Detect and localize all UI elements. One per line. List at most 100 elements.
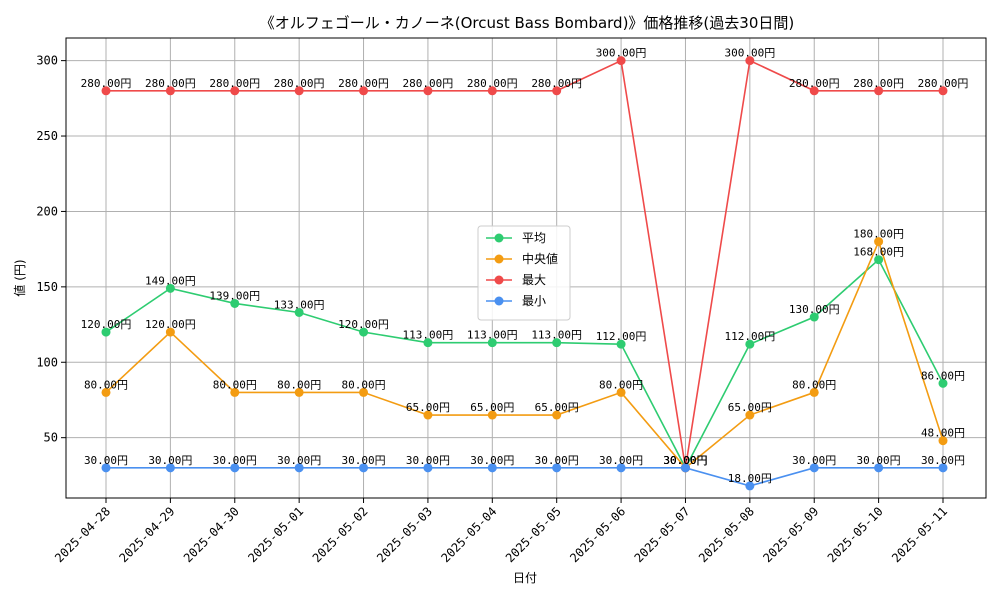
data-label: 30.00円 [663, 454, 707, 467]
data-label: 113.00円 [467, 329, 518, 342]
data-point [359, 86, 369, 96]
data-label: 30.00円 [857, 454, 901, 467]
data-label: 280.00円 [467, 77, 518, 90]
legend-item-3: 最小 [486, 294, 546, 308]
data-label: 113.00円 [403, 329, 454, 342]
chart-title: 《オルフェゴール・カノーネ(Orcust Bass Bombard)》価格推移(… [260, 14, 794, 32]
data-point [809, 387, 819, 397]
legend-label: 平均 [522, 231, 546, 245]
data-point [745, 481, 755, 491]
data-label: 30.00円 [470, 454, 514, 467]
data-point [874, 255, 884, 265]
legend-box [477, 225, 571, 321]
data-label: 30.00円 [599, 454, 643, 467]
series-line [106, 59, 943, 468]
data-point [487, 86, 497, 96]
data-label: 30.00円 [663, 454, 707, 467]
x-tick-label: 2025-04-28 [52, 504, 113, 565]
y-axis-ticks: 50 100 150 200 250 300 [36, 54, 66, 445]
data-labels: 120.00円 149.00円 139.00円 133.00円 120.00円 113.0… [81, 47, 969, 485]
data-label: 113.00円 [531, 329, 582, 342]
data-label: 280.00円 [274, 77, 325, 90]
x-tick-label: 2025-04-29 [117, 504, 178, 565]
data-label: 80.00円 [84, 378, 128, 391]
series-2 [101, 56, 948, 473]
data-point [938, 436, 948, 446]
data-point [423, 410, 433, 420]
data-label: 280.00円 [81, 77, 132, 90]
x-tick-label: 2025-05-01 [245, 504, 306, 565]
series-3 [101, 463, 948, 491]
data-label: 120.00円 [81, 318, 132, 331]
data-point [616, 387, 626, 397]
data-point [938, 86, 948, 96]
legend-item-0: 平均 [486, 231, 546, 245]
data-point [874, 86, 884, 96]
data-point [552, 338, 562, 348]
data-label: 149.00円 [145, 274, 196, 287]
data-point [101, 327, 111, 337]
data-point [809, 312, 819, 322]
legend-item-2: 最大 [486, 273, 546, 287]
x-tick-label: 2025-05-03 [374, 504, 435, 565]
y-tick-label: 100 [36, 355, 58, 369]
data-label: 180.00円 [853, 228, 904, 241]
data-label: 30.00円 [663, 454, 707, 467]
data-point [745, 339, 755, 349]
x-axis-label: 日付 [513, 571, 537, 585]
series-layer [101, 56, 948, 491]
data-label: 86.00円 [921, 369, 965, 382]
data-point [294, 307, 304, 317]
series-line [105, 239, 944, 469]
data-point [680, 463, 690, 473]
legend-label: 中央値 [522, 251, 558, 266]
data-point [487, 463, 497, 473]
data-point [165, 86, 175, 96]
legend-item-1: 中央値 [486, 251, 558, 266]
x-tick-label: 2025-05-06 [567, 504, 628, 565]
data-label: 65.00円 [728, 401, 772, 414]
data-point [359, 463, 369, 473]
data-point [745, 410, 755, 420]
data-label: 120.00円 [145, 318, 196, 331]
x-tick-label: 2025-04-30 [181, 504, 242, 565]
legend-marker [494, 296, 504, 306]
data-label: 280.00円 [853, 77, 904, 90]
x-tick-label: 2025-05-04 [438, 504, 499, 565]
data-label: 80.00円 [213, 378, 257, 391]
data-label: 30.00円 [663, 454, 707, 467]
data-point [552, 86, 562, 96]
legend-label: 最小 [522, 294, 546, 308]
x-tick-label: 2025-05-05 [503, 504, 564, 565]
data-label: 280.00円 [403, 77, 454, 90]
series-line [105, 258, 944, 470]
data-label: 280.00円 [531, 77, 582, 90]
data-point [874, 237, 884, 247]
x-tick-label: 2025-05-07 [632, 504, 693, 565]
data-point [423, 338, 433, 348]
data-point [165, 283, 175, 293]
data-label: 280.00円 [338, 77, 389, 90]
data-label: 30.00円 [148, 454, 192, 467]
data-point [938, 378, 948, 388]
data-point [294, 463, 304, 473]
data-point [938, 463, 948, 473]
data-label: 80.00円 [792, 378, 836, 391]
data-label: 280.00円 [145, 77, 196, 90]
data-point [552, 410, 562, 420]
data-point [230, 463, 240, 473]
data-label: 112.00円 [596, 330, 647, 343]
data-point [487, 410, 497, 420]
data-point [294, 86, 304, 96]
legend-marker [494, 254, 504, 264]
data-point [165, 327, 175, 337]
data-point [616, 339, 626, 349]
data-point [423, 463, 433, 473]
series-1 [101, 237, 948, 473]
data-point [487, 338, 497, 348]
data-label: 48.00円 [921, 427, 965, 440]
data-label: 80.00円 [341, 378, 385, 391]
data-point [230, 298, 240, 308]
data-label: 112.00円 [724, 330, 775, 343]
